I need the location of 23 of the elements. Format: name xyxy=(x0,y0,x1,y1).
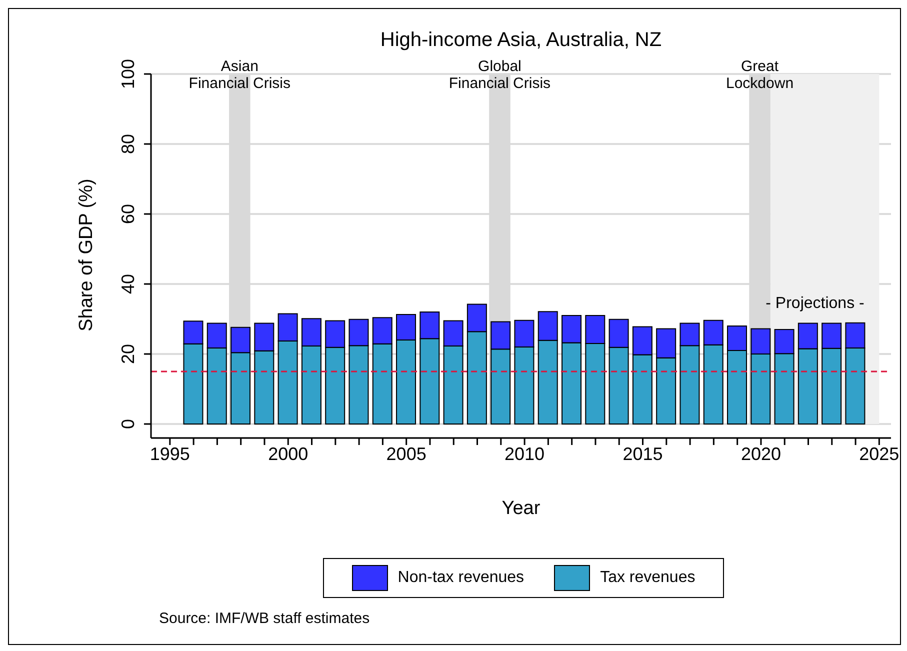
y-tick-label: 100 xyxy=(118,58,138,90)
x-tick-label: 2005 xyxy=(386,444,426,464)
band-label: Great Lockdown xyxy=(726,58,794,92)
x-tick-label: 2000 xyxy=(268,444,308,464)
x-axis-title: Year xyxy=(500,498,542,520)
legend-label: Non-tax revenues xyxy=(398,569,524,587)
annotation: - Projections - xyxy=(764,295,866,313)
source-note: Source: IMF/WB staff estimates xyxy=(159,610,370,627)
y-axis-title: Share of GDP (%) xyxy=(76,178,98,334)
y-tick-label: 60 xyxy=(118,204,138,224)
legend-label: Tax revenues xyxy=(600,569,696,587)
x-tick-label: 2010 xyxy=(504,444,545,464)
x-tick-label: 2025 xyxy=(859,444,900,464)
y-tick-label: 80 xyxy=(118,134,138,154)
x-tick-label: 2020 xyxy=(740,444,781,464)
chart-title: High-income Asia, Australia, NZ xyxy=(379,29,663,52)
y-tick-label: 40 xyxy=(118,274,138,294)
band-label: Global Financial Crisis xyxy=(448,58,551,92)
x-tick-label: 2015 xyxy=(622,444,663,464)
y-tick-label: 20 xyxy=(118,344,138,364)
x-tick-label: 1995 xyxy=(150,444,190,464)
band-label: Asian Financial Crisis xyxy=(188,58,291,92)
y-tick-label: 0 xyxy=(118,418,138,430)
